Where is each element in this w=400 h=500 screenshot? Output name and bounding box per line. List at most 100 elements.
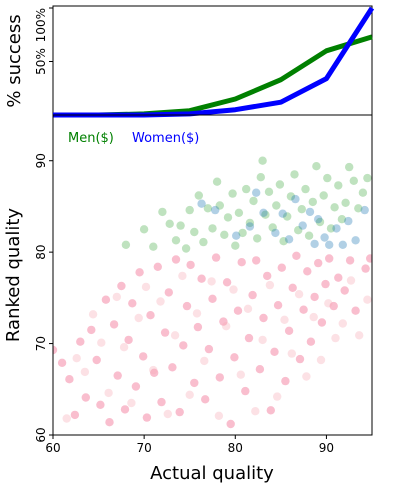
scatter-point (271, 228, 280, 238)
scatter-point (330, 203, 339, 212)
scatter-point (229, 285, 238, 294)
scatter-point (141, 282, 151, 292)
scatter-point (113, 371, 122, 380)
scatter-point (192, 309, 202, 318)
scatter-point (281, 376, 290, 386)
legend-label-women: Women($) (132, 131, 199, 146)
scatter-point (290, 170, 299, 179)
scatter-point (288, 283, 297, 292)
scatter-point (117, 281, 126, 291)
scatter-point (295, 354, 305, 364)
scatter-point (228, 189, 237, 198)
scatter-point (208, 224, 217, 233)
scatter-point (297, 205, 306, 214)
scatter-point (70, 410, 80, 420)
scatter-point (153, 262, 162, 271)
scatter-point (263, 271, 272, 281)
scatter-point (176, 221, 185, 230)
scatter-point (251, 407, 260, 416)
scatter-point (309, 312, 318, 322)
scatter-point (277, 263, 286, 272)
scatter-point (331, 333, 340, 343)
scatter-point (207, 277, 216, 286)
scatter-point (292, 251, 301, 260)
scatter-point (360, 205, 369, 215)
top-panel-frame (52, 5, 373, 116)
scatter-point (258, 335, 267, 345)
scatter-point (312, 162, 321, 171)
scatter-point (354, 204, 363, 213)
scatter-point (160, 328, 170, 337)
scatter-point (72, 354, 81, 363)
scatter-point (344, 216, 353, 226)
scatter-point (270, 347, 279, 356)
scatter-point (88, 310, 98, 319)
top-panel: 50% 100% % success (4, 5, 375, 118)
scatter-point (149, 365, 158, 375)
scatter-point (232, 231, 241, 240)
scatter-point (124, 335, 133, 345)
bottom-y-axis-label: Ranked quality (3, 208, 24, 342)
scatter-point (65, 375, 74, 384)
scatter-point (345, 256, 355, 265)
scatter-point (337, 215, 347, 224)
scatter-point (97, 338, 106, 347)
scatter-point (320, 233, 329, 242)
scatter-point (316, 355, 326, 365)
scatter-point (211, 205, 220, 215)
scatter-point (121, 240, 131, 249)
x-tick-label: 80 (228, 441, 243, 455)
scatter-point (243, 304, 253, 313)
x-tick-label: 60 (45, 441, 60, 455)
scatter-point (127, 398, 136, 408)
y-tick-label: 90 (34, 153, 48, 168)
scatter-point (261, 210, 270, 219)
scatter-point (284, 326, 294, 335)
scatter-point (171, 255, 181, 264)
scatter-point (283, 212, 292, 221)
scatter-point (57, 358, 67, 367)
scatter-point (366, 254, 372, 263)
scatter-point (334, 181, 343, 190)
scatter-point (237, 258, 246, 267)
scatter-point (149, 242, 158, 251)
scatter-point (266, 406, 275, 415)
scatter-point (319, 191, 328, 200)
scatter-point (325, 254, 334, 263)
scatter-point (223, 213, 233, 222)
scatter-point (338, 240, 347, 249)
scatter-point (197, 274, 206, 283)
scatter-point (252, 256, 261, 265)
scatter-point (272, 201, 281, 210)
scatter-point (308, 197, 317, 207)
scatter-point (87, 325, 96, 335)
scatter-point (273, 301, 283, 310)
scatter-point (351, 306, 360, 315)
scatter-point (92, 355, 101, 365)
scatter-point (268, 223, 277, 232)
scatter-point (294, 290, 304, 299)
x-tick-label: 90 (319, 441, 334, 455)
scatter-point (139, 225, 149, 234)
scatter-point (204, 344, 214, 354)
scatter-point (317, 318, 327, 327)
scatter-point (363, 295, 372, 304)
scatter-point (112, 292, 122, 302)
scatter-point (222, 322, 231, 331)
scatter-point (190, 378, 199, 388)
scatter-point (165, 219, 174, 228)
scatter-point (171, 236, 181, 245)
scatter-point (286, 192, 296, 201)
scatter-point (259, 313, 268, 323)
scatter-point (156, 297, 165, 306)
bottom-panel-frame (52, 114, 373, 436)
scatter-point (175, 407, 184, 417)
scatter-point (310, 292, 319, 302)
scatter-point (201, 395, 210, 404)
scatter-point (340, 286, 349, 295)
scatter-point (109, 320, 119, 329)
scatter-point (185, 205, 194, 215)
scatter-point (215, 201, 224, 210)
y-tick-label: 60 (34, 427, 48, 442)
